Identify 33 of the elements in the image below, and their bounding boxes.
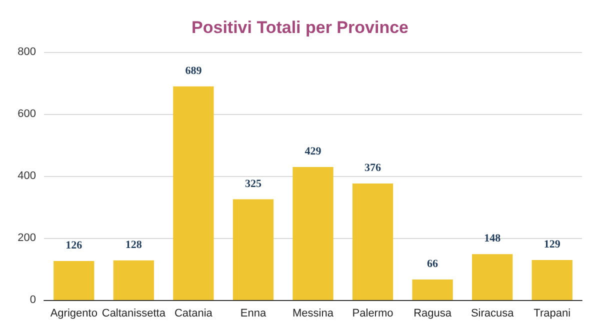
y-tick-label: 800 xyxy=(18,46,36,58)
x-tick-label: Agrigento xyxy=(50,308,98,320)
x-tick-label: Enna xyxy=(240,308,267,320)
x-tick-label: Caltanissetta xyxy=(102,308,166,320)
data-label: 126 xyxy=(66,239,83,252)
x-tick-label: Messina xyxy=(292,308,334,320)
bar xyxy=(532,260,572,300)
data-label: 128 xyxy=(125,238,142,251)
x-tick-label: Trapani xyxy=(534,308,571,320)
bar xyxy=(113,260,154,300)
y-tick-label: 400 xyxy=(18,170,36,182)
bar xyxy=(412,280,453,300)
data-label: 148 xyxy=(484,232,502,245)
bar xyxy=(352,183,394,300)
bar xyxy=(54,260,94,300)
y-tick-label: 600 xyxy=(18,108,36,120)
x-tick-label: Catania xyxy=(174,308,214,320)
x-tick-label: Palermo xyxy=(352,308,394,320)
data-label: 429 xyxy=(304,146,322,158)
data-label: 66 xyxy=(427,258,439,270)
x-tick-label: Ragusa xyxy=(414,308,452,320)
x-tick-label: Siracusa xyxy=(470,308,515,320)
data-label: 129 xyxy=(544,238,561,251)
chart-title: Positivi Totali per Province xyxy=(192,18,408,37)
bar xyxy=(173,86,214,300)
data-label: 376 xyxy=(364,162,382,174)
data-label: 325 xyxy=(244,178,262,190)
bar xyxy=(292,167,334,300)
data-label: 689 xyxy=(185,64,202,77)
bar xyxy=(472,254,513,300)
y-tick-label: 0 xyxy=(30,294,36,306)
y-tick-label: 200 xyxy=(18,232,36,244)
bar xyxy=(232,199,274,300)
